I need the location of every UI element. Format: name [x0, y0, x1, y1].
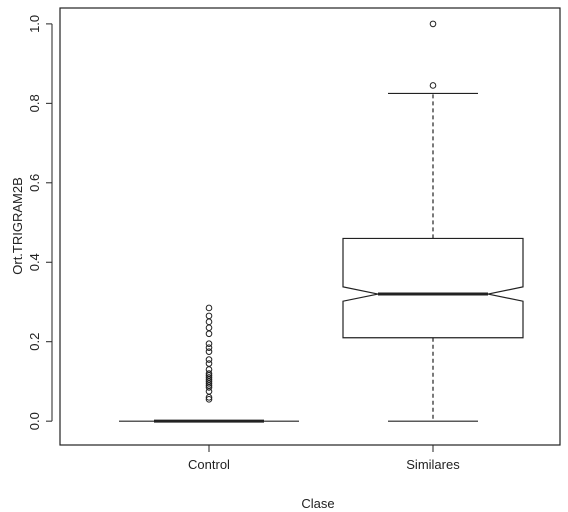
outlier-point [205, 330, 213, 338]
outlier-point [205, 318, 213, 326]
y-tick-label: 0.8 [27, 94, 42, 112]
x-tick-label: Similares [406, 457, 460, 472]
outlier-point [205, 370, 213, 377]
outlier-point [205, 340, 213, 347]
outlier-point [205, 304, 213, 312]
x-axis: Control Similares [188, 444, 460, 472]
outlier-point [429, 20, 437, 28]
outlier-point [205, 360, 213, 367]
outlier-point [205, 348, 213, 355]
x-axis-label: Clase [301, 496, 334, 511]
outlier-point [205, 324, 213, 332]
x-tick-label: Control [188, 457, 230, 472]
outlier-point [205, 396, 213, 403]
outlier-point [205, 366, 213, 373]
y-tick-label: 0.2 [27, 333, 42, 351]
y-axis-label: Ort.TRIGRAM2B [10, 177, 25, 275]
y-tick-label: 0.6 [27, 174, 42, 192]
box-control [119, 304, 299, 423]
box-similares [342, 20, 524, 422]
outlier-point [205, 374, 213, 381]
y-tick-label: 0.0 [27, 412, 42, 430]
y-tick-label: 0.4 [27, 253, 42, 271]
y-axis: 0.0 0.2 0.4 0.6 0.8 1.0 [27, 15, 53, 430]
boxes-layer [119, 20, 524, 423]
notched-box [342, 237, 524, 339]
outlier-point [205, 344, 213, 351]
y-tick-label: 1.0 [27, 15, 42, 33]
outlier-point [205, 356, 213, 363]
outlier-point [205, 312, 213, 320]
outlier-point [429, 82, 437, 89]
plot-area-frame [59, 7, 561, 446]
